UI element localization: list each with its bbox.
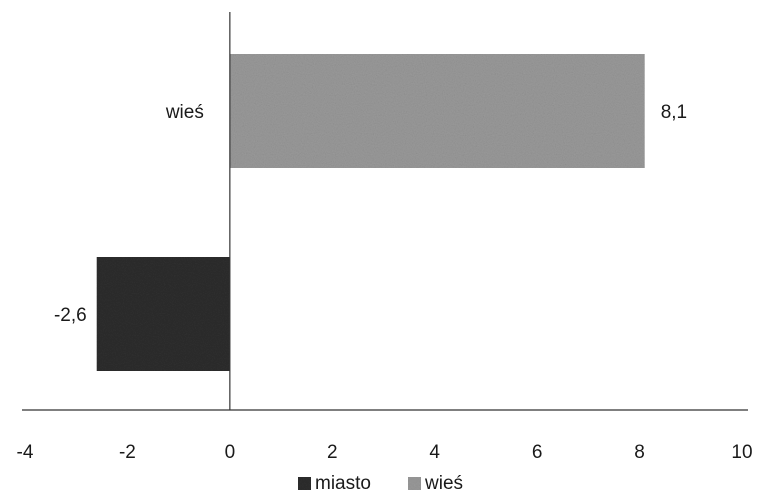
legend: miasto wieś bbox=[298, 473, 463, 493]
x-tick-label: -2 bbox=[119, 442, 136, 463]
x-tick-label: -4 bbox=[17, 442, 34, 463]
bar-wieś bbox=[229, 54, 645, 168]
legend-label: wieś bbox=[424, 473, 463, 493]
data-label: 8,1 bbox=[661, 102, 687, 123]
data-label: -2,6 bbox=[54, 305, 87, 326]
bar-miasto bbox=[96, 257, 230, 371]
legend-swatch bbox=[298, 477, 311, 490]
x-tick-label: 8 bbox=[634, 442, 645, 463]
category-label: wieś bbox=[165, 102, 204, 123]
x-tick-label: 6 bbox=[532, 442, 543, 463]
x-tick-label: 10 bbox=[731, 442, 752, 463]
x-tick-label: 2 bbox=[327, 442, 338, 463]
legend-swatch bbox=[408, 477, 421, 490]
x-tick-label: 4 bbox=[429, 442, 440, 463]
legend-label: miasto bbox=[315, 473, 371, 493]
x-tick-label: 0 bbox=[225, 442, 236, 463]
